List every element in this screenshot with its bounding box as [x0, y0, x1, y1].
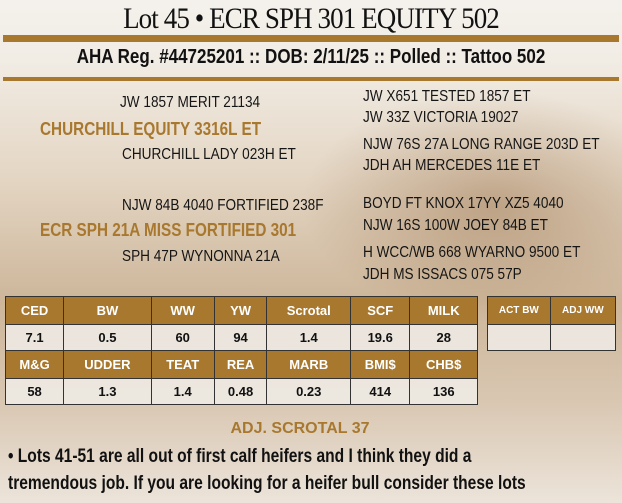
adj-scrotal: ADJ. SCROTAL 37	[230, 420, 370, 437]
epd-value: 1.4	[150, 378, 215, 405]
epd-value: 94	[213, 324, 268, 351]
sire-sire-dam: JW 33Z VICTORIA 19027	[363, 109, 519, 126]
dam: ECR SPH 21A MISS FORTIFIED 301	[40, 220, 297, 240]
divider	[3, 77, 619, 81]
epd-header: YW	[213, 296, 268, 325]
epd-header: BMI$	[350, 350, 411, 379]
epd-value: 1.3	[63, 378, 152, 405]
sire-dam-sire: NJW 76S 27A LONG RANGE 203D ET	[363, 136, 600, 153]
epd-header: UDDER	[63, 350, 152, 379]
dam-dam-dam: JDH MS ISSACS 075 57P	[363, 266, 522, 283]
epd-value: 28	[409, 324, 478, 351]
epd-value: 0.23	[266, 378, 352, 405]
lot-note: • Lots 41-51 are all out of first calf h…	[8, 446, 526, 494]
registration-info: AHA Reg. #44725201 :: DOB: 2/11/25 :: Po…	[76, 46, 546, 68]
actual-weights-table: ACT BW ADJ WW	[487, 296, 617, 351]
dam-sire: NJW 84B 4040 FORTIFIED 238F	[122, 197, 324, 214]
divider	[3, 35, 619, 42]
epd-value: 58	[4, 378, 65, 405]
epd-header: BW	[63, 296, 152, 325]
epd-value: 0.5	[63, 324, 152, 351]
epd-header: MARB	[266, 350, 352, 379]
epd-value: 60	[150, 324, 215, 351]
epd-header: SCF	[350, 296, 411, 325]
dam-sire-dam: NJW 16S 100W JOEY 84B ET	[363, 217, 548, 234]
epd-header: M&G	[4, 350, 65, 379]
sire-dam-dam: JDH AH MERCEDES 11E ET	[363, 157, 541, 174]
epd-header: CED	[4, 296, 65, 325]
actual-header: ACT BW	[487, 296, 551, 325]
sire-sire: JW 1857 MERIT 21134	[120, 94, 261, 111]
sire: CHURCHILL EQUITY 3316L ET	[40, 119, 262, 139]
epd-header: REA	[213, 350, 268, 379]
epd-header: Scrotal	[266, 296, 352, 325]
epd-header: WW	[150, 296, 215, 325]
actual-header: ADJ WW	[549, 296, 617, 325]
epd-header: CHB$	[409, 350, 478, 379]
epd-table: CED BW WW YW Scrotal SCF MILK 7.1 0.5 60…	[4, 296, 478, 405]
epd-value: 414	[350, 378, 411, 405]
dam-sire-sire: BOYD FT KNOX 17YY XZ5 4040	[363, 195, 564, 212]
lot-title: Lot 45 • ECR SPH 301 EQUITY 502	[123, 2, 500, 35]
actual-value	[487, 324, 551, 351]
epd-header-row: M&G UDDER TEAT REA MARB BMI$ CHB$	[4, 350, 478, 379]
epd-value-row: 58 1.3 1.4 0.48 0.23 414 136	[4, 378, 478, 405]
epd-value: 136	[409, 378, 478, 405]
epd-header: MILK	[409, 296, 478, 325]
sire-sire-sire: JW X651 TESTED 1857 ET	[363, 88, 531, 105]
actual-value	[549, 324, 617, 351]
dam-dam: SPH 47P WYNONNA 21A	[122, 248, 280, 265]
epd-value: 19.6	[350, 324, 411, 351]
epd-header-row: CED BW WW YW Scrotal SCF MILK	[4, 296, 478, 325]
epd-header: TEAT	[150, 350, 215, 379]
epd-value: 1.4	[266, 324, 352, 351]
dam-dam-sire: H WCC/WB 668 WYARNO 9500 ET	[363, 244, 581, 261]
epd-value-row: 7.1 0.5 60 94 1.4 19.6 28	[4, 324, 478, 351]
sire-dam: CHURCHILL LADY 023H ET	[122, 146, 296, 163]
epd-value: 0.48	[213, 378, 268, 405]
epd-value: 7.1	[4, 324, 65, 351]
background-photo	[300, 90, 622, 320]
